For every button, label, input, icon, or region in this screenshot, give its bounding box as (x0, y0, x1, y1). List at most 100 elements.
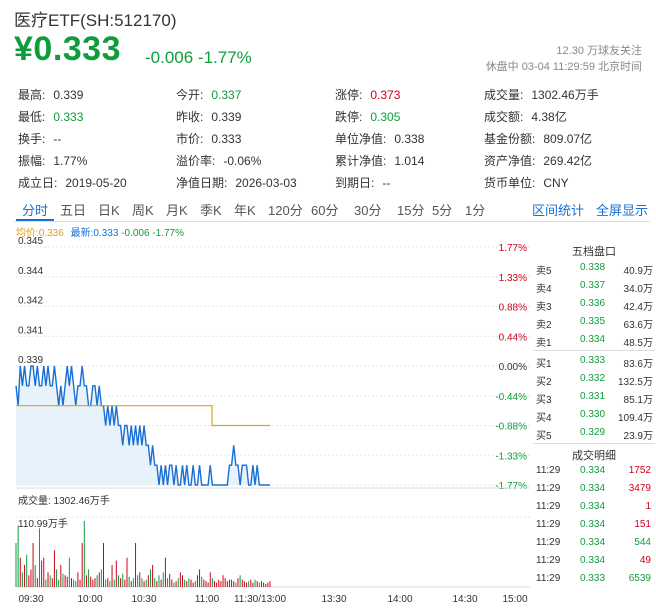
stat-value: CNY (543, 176, 569, 190)
tab-2[interactable]: 日K (98, 203, 120, 218)
stat-item: 货币单位: CNY (484, 174, 569, 191)
stat-item: 基金份额: 809.07亿 (484, 130, 592, 147)
time-tick-label: 10:00 (77, 594, 102, 605)
tab-9[interactable]: 30分 (354, 203, 382, 218)
bid-row: 买2 0.332 132.5万 (533, 370, 655, 388)
volume-label: 成交量: 1302.46万手 (18, 494, 110, 507)
price-tick-label: 0.339 (18, 355, 43, 366)
stat-label: 最低: (18, 110, 46, 124)
tab-4[interactable]: 月K (166, 203, 188, 218)
trade-time: 11:29 (536, 483, 561, 494)
legend-avg: 均价:0.336 (16, 228, 64, 239)
trade-time: 11:29 (536, 465, 561, 476)
ask-row: 卖4 0.337 34.0万 (533, 277, 655, 295)
tab-10[interactable]: 15分 (397, 203, 425, 218)
price-tick-label: 0.341 (18, 325, 43, 336)
pct-tick-label: 0.44% (499, 332, 527, 343)
trade-price: 0.334 (580, 537, 606, 548)
stat-label: 市价: (176, 132, 204, 146)
book-price: 0.338 (580, 262, 606, 273)
tab-6[interactable]: 年K (234, 203, 256, 218)
stat-item: 资产净值: 269.42亿 (484, 152, 592, 169)
trade-time: 11:29 (536, 573, 561, 584)
stat-label: 昨收: (176, 110, 204, 124)
stat-item: 成交额: 4.38亿 (484, 108, 567, 125)
range-stats-link[interactable]: 区间统计 (532, 203, 585, 218)
time-tick-label: 15:00 (502, 594, 527, 605)
time-tick-label: 10:30 (131, 594, 156, 605)
legend-last: 最新:0.333 (70, 228, 119, 239)
stat-label: 成交量: (484, 88, 524, 102)
book-volume: 63.6万 (623, 320, 653, 331)
pct-tick-label: -1.77% (495, 481, 527, 492)
ask-row: 卖1 0.334 48.5万 (533, 331, 655, 349)
stat-item: 昨收: 0.339 (176, 108, 241, 125)
tab-11[interactable]: 5分 (432, 203, 453, 218)
book-level-label: 买1 (536, 359, 552, 370)
book-level-label: 买4 (536, 413, 552, 424)
tab-8[interactable]: 60分 (311, 203, 339, 218)
bid-row: 买1 0.333 83.6万 (533, 352, 655, 370)
pct-tick-label: -0.88% (495, 422, 527, 433)
ask-row: 卖3 0.336 42.4万 (533, 295, 655, 313)
book-price: 0.334 (580, 334, 606, 345)
stat-label: 最高: (18, 88, 46, 102)
trade-row: 11:29 0.333 6539 (533, 570, 655, 588)
book-level-label: 买3 (536, 395, 552, 406)
tab-1[interactable]: 五日 (60, 203, 87, 218)
stat-item: 换手: -- (18, 130, 61, 147)
book-volume: 34.0万 (623, 284, 653, 295)
stat-value: 2026-03-03 (235, 176, 297, 190)
intraday-chart[interactable]: 0.3450.3440.3420.3410.3390.3380.3360.335… (0, 235, 530, 615)
stat-item: 成交量: 1302.46万手 (484, 86, 599, 103)
stat-item: 单位净值: 0.338 (335, 130, 424, 147)
trade-time: 11:29 (536, 555, 561, 566)
price-tick-label: 0.342 (18, 296, 43, 307)
trade-time: 11:29 (536, 519, 561, 530)
time-tick-label: 13:30 (321, 594, 346, 605)
stat-label: 成立日: (18, 176, 58, 190)
pct-tick-label: 0.00% (499, 362, 527, 373)
stat-label: 基金份额: (484, 132, 536, 146)
stat-label: 振幅: (18, 154, 46, 168)
tab-7[interactable]: 120分 (268, 203, 303, 218)
stat-label: 资产净值: (484, 154, 536, 168)
stat-value: 0.373 (370, 88, 401, 102)
price-tick-label: 0.345 (18, 236, 43, 247)
stat-item: 到期日: -- (335, 174, 390, 191)
book-price: 0.332 (580, 373, 606, 384)
trade-volume: 1752 (628, 465, 651, 476)
trade-row: 11:29 0.334 544 (533, 534, 655, 552)
tab-3[interactable]: 周K (132, 203, 154, 218)
trade-time: 11:29 (536, 537, 561, 548)
stat-value: 0.339 (211, 110, 242, 124)
tab-5[interactable]: 季K (200, 203, 222, 218)
time-tick-label: 09:30 (18, 594, 43, 605)
trade-price: 0.334 (580, 555, 606, 566)
book-price: 0.336 (580, 298, 606, 309)
legend-last-change: -0.006 -1.77% (121, 228, 185, 239)
stat-value: 1302.46万手 (531, 88, 599, 102)
trades-divider (533, 443, 655, 444)
trade-price: 0.334 (580, 501, 606, 512)
stock-title: 医疗ETF(SH:512170) (14, 11, 177, 30)
stat-label: 换手: (18, 132, 46, 146)
stat-label: 净值日期: (176, 176, 228, 190)
trade-row: 11:29 0.334 3479 (533, 480, 655, 498)
trade-row: 11:29 0.334 49 (533, 552, 655, 570)
book-volume: 109.4万 (617, 413, 653, 424)
tab-0[interactable]: 分时 (22, 203, 49, 218)
ask-row: 卖2 0.335 63.6万 (533, 313, 655, 331)
tab-12[interactable]: 1分 (465, 203, 486, 218)
trade-volume: 49 (639, 555, 651, 566)
bid-row: 买4 0.330 109.4万 (533, 406, 655, 424)
trade-row: 11:29 0.334 1752 (533, 462, 655, 480)
stat-value: 0.305 (370, 110, 401, 124)
stat-item: 市价: 0.333 (176, 130, 241, 147)
fullscreen-link[interactable]: 全屏显示 (596, 203, 649, 218)
ask-row: 卖5 0.338 40.9万 (533, 259, 655, 277)
book-volume: 85.1万 (623, 395, 653, 406)
stat-item: 累计净值: 1.014 (335, 152, 424, 169)
order-book-divider (533, 350, 655, 351)
order-book-title: 五档盘口 (572, 246, 616, 258)
